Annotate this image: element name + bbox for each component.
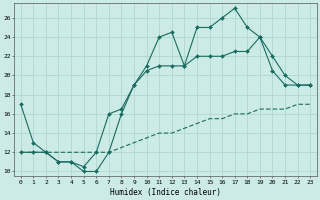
X-axis label: Humidex (Indice chaleur): Humidex (Indice chaleur) xyxy=(110,188,221,197)
